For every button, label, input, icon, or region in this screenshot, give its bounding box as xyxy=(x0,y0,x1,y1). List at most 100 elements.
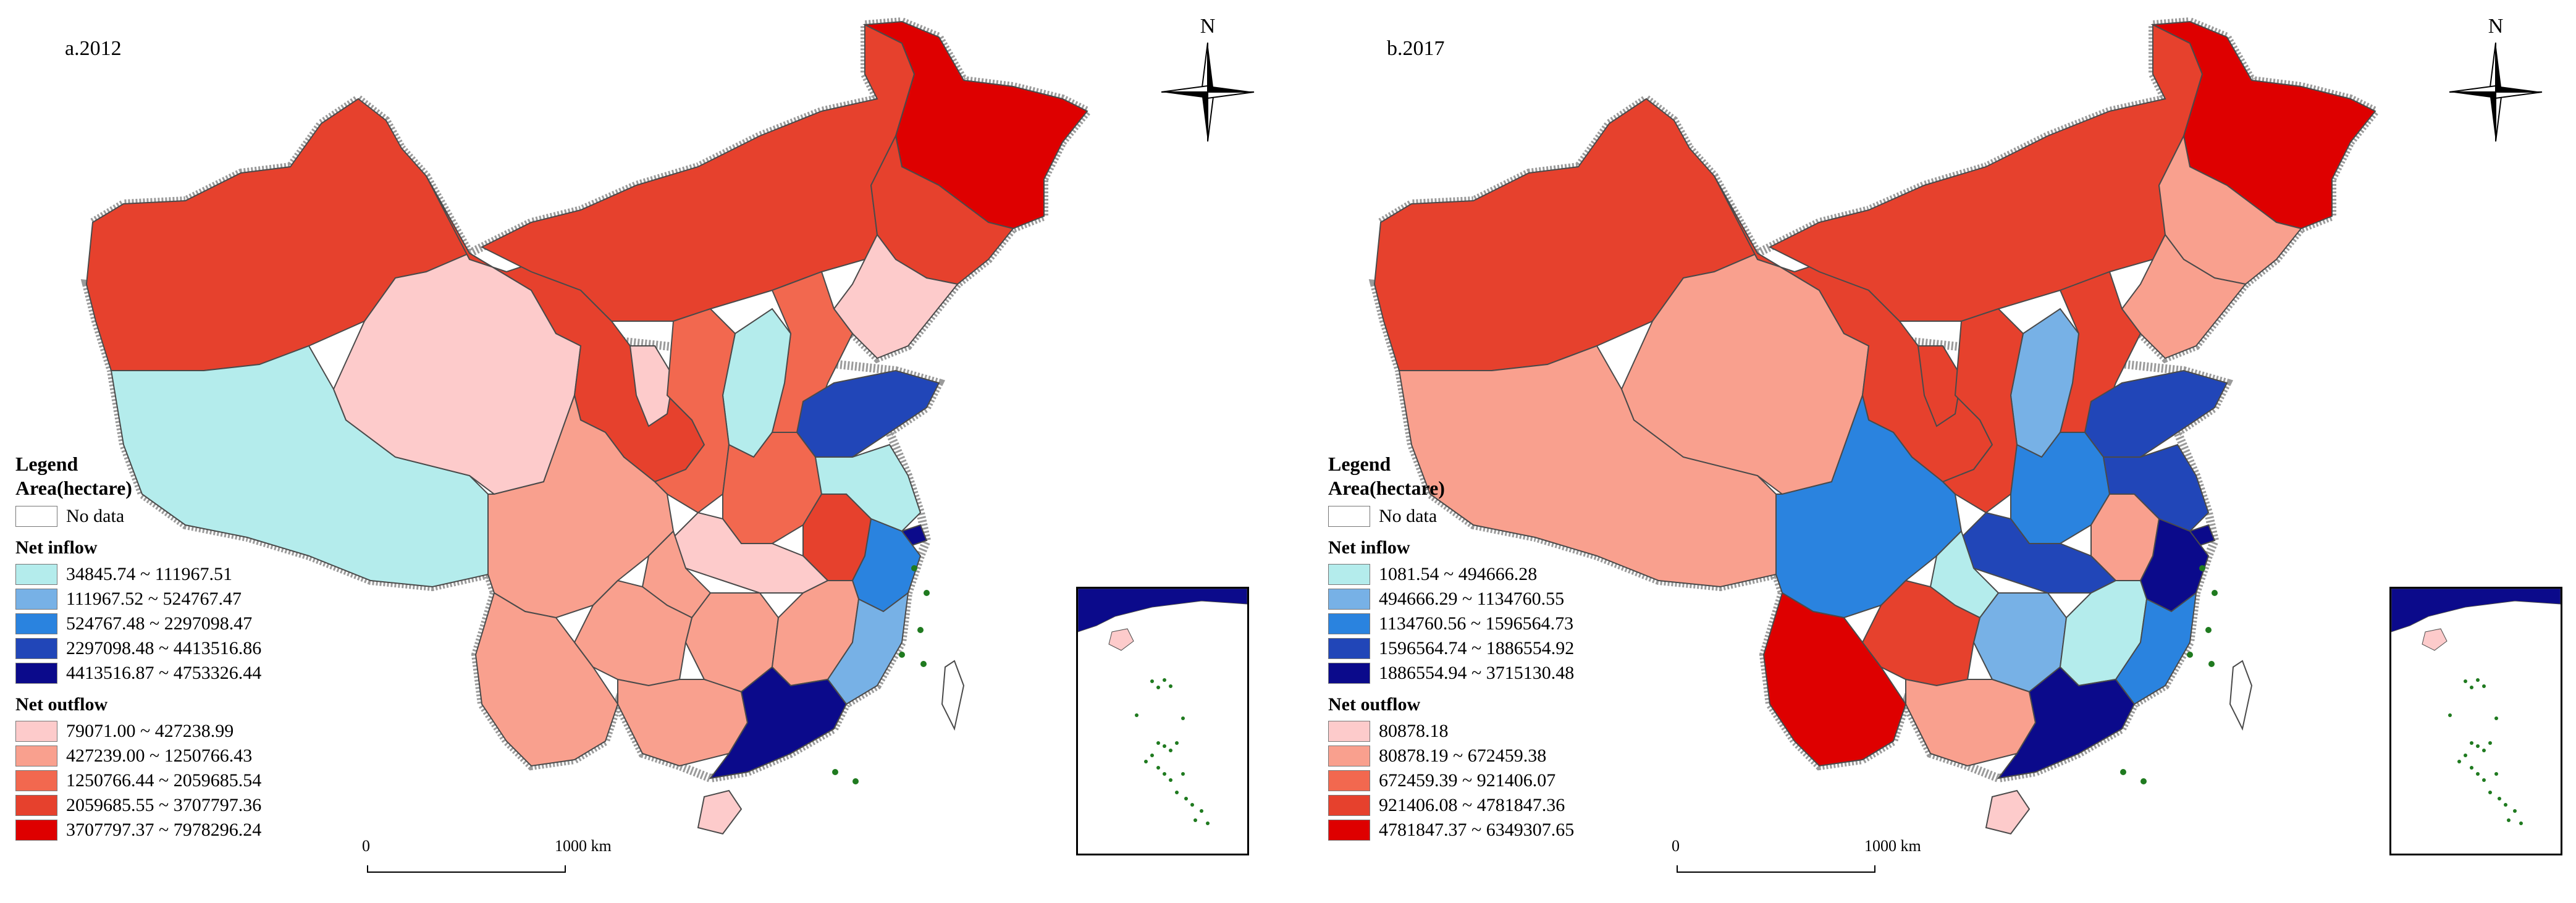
legend-swatch xyxy=(15,746,57,766)
panel-title: b.2017 xyxy=(1387,37,1445,60)
legend-swatch xyxy=(15,663,57,684)
inset-island-dot xyxy=(2464,679,2467,683)
north-arrow: N xyxy=(1158,15,1257,151)
legend-class-label: 4781847.37 ~ 6349307.65 xyxy=(1379,820,1575,840)
legend-row: 427239.00 ~ 1250766.43 xyxy=(15,744,261,768)
scale-end-label: 1000 km xyxy=(1864,837,1921,855)
inset-island-dot xyxy=(2470,741,2473,745)
legend-group-inflow: Net inflow xyxy=(1328,537,1410,558)
province-shaanxi xyxy=(654,308,736,514)
legend-swatch xyxy=(15,795,57,816)
inset-island-dot xyxy=(2470,766,2473,770)
north-label: N xyxy=(2488,15,2504,38)
legend-swatch-no-data xyxy=(15,506,57,527)
island-dot xyxy=(924,590,930,596)
legend-subheading: Area(hectare) xyxy=(1328,477,1445,499)
inset-island-dot xyxy=(2519,821,2523,825)
legend-row-no-data: No data xyxy=(15,504,261,529)
legend-heading: Legend xyxy=(15,453,78,475)
inset-island-dot xyxy=(2498,797,2501,800)
inset-mainland-coast xyxy=(1077,588,1248,632)
inset-island-dot xyxy=(1175,791,1179,794)
inset-island-dot xyxy=(1163,744,1166,748)
province-hainan xyxy=(697,789,743,835)
legend-swatch xyxy=(1328,663,1370,684)
inset-island-dot xyxy=(1156,741,1160,745)
inset-island-dot xyxy=(2488,741,2492,745)
province-guangxi xyxy=(1905,678,2037,767)
legend-row: 4781847.37 ~ 6349307.65 xyxy=(1328,818,1574,842)
legend-swatch xyxy=(1328,820,1370,841)
inset-island-dot xyxy=(2482,684,2486,688)
legend-row: 921406.08 ~ 4781847.36 xyxy=(1328,793,1574,818)
map-panel-2012: a.2012 N Legend Area(hectare) No data Ne… xyxy=(15,15,1257,874)
scale-start-label: 0 xyxy=(1672,837,1680,855)
legend-row: 1596564.74 ~ 1886554.92 xyxy=(1328,636,1574,661)
legend-row: 79071.00 ~ 427238.99 xyxy=(15,719,261,744)
inset-map xyxy=(1077,588,1248,825)
province-taiwan xyxy=(2229,660,2253,731)
legend-class-label: 1596564.74 ~ 1886554.92 xyxy=(1379,638,1575,658)
legend-swatch xyxy=(1328,795,1370,816)
legend-class-label: 524767.48 ~ 2297098.47 xyxy=(66,613,253,634)
legend-heading: Legend xyxy=(1328,453,1391,475)
inset-island-dot xyxy=(2476,744,2480,748)
map-panel-2017: b.2017 N Legend Area(hectare) No data Ne… xyxy=(1288,0,2576,903)
scale-bar: 0 1000 km xyxy=(1672,837,1921,874)
legend-swatch-no-data xyxy=(1328,506,1370,527)
province-inner-mongolia xyxy=(480,23,915,322)
legend-swatch xyxy=(1328,564,1370,585)
legend-class-label: 921406.08 ~ 4781847.36 xyxy=(1379,795,1565,815)
province-hainan xyxy=(1985,789,2031,835)
legend-class-label: 1081.54 ~ 494666.28 xyxy=(1379,564,1538,584)
inset-mainland-coast xyxy=(2391,588,2561,632)
scale-bar: 0 1000 km xyxy=(362,837,612,874)
inset-island-dot xyxy=(1156,766,1160,770)
inset-island-dot xyxy=(2488,791,2492,794)
legend-row: 1134760.56 ~ 1596564.73 xyxy=(1328,611,1574,636)
legend-swatch xyxy=(1328,613,1370,634)
inset-island-dot xyxy=(1150,754,1154,757)
legend-class-label: 2297098.48 ~ 4413516.86 xyxy=(66,638,262,658)
province-guizhou xyxy=(573,579,693,687)
inset-island-dot xyxy=(1144,760,1148,763)
legend-row: 111967.52 ~ 524767.47 xyxy=(15,587,261,611)
legend-swatch xyxy=(1328,589,1370,610)
island-dot xyxy=(2205,627,2212,633)
inset-island-dot xyxy=(1156,686,1160,689)
scale-start-label: 0 xyxy=(362,837,370,855)
inset-island-dot xyxy=(1184,797,1188,800)
province-liaoning xyxy=(2121,233,2247,359)
inset-island-dot xyxy=(2464,754,2467,757)
inset-hainan xyxy=(1108,628,1134,651)
province-yunnan xyxy=(474,592,619,767)
province-guangdong xyxy=(1997,666,2136,779)
legend-swatch xyxy=(15,721,57,742)
inset-island-dot xyxy=(1193,818,1197,822)
inset-island-dot xyxy=(1190,803,1194,807)
province-shaanxi xyxy=(1942,308,2024,514)
north-arrow: N xyxy=(2446,15,2545,151)
inset-island-dot xyxy=(1150,679,1154,683)
scale-end-label: 1000 km xyxy=(555,837,612,855)
compass-rose-icon xyxy=(1161,42,1255,142)
inset-island-dot xyxy=(1175,741,1179,745)
scale-bar-line xyxy=(367,865,566,873)
province-fujian xyxy=(827,591,909,705)
legend-row: 1081.54 ~ 494666.28 xyxy=(1328,562,1574,587)
inset-island-dot xyxy=(2448,713,2452,717)
inset-island-dot xyxy=(2457,760,2461,763)
province-yunnan xyxy=(1762,592,1907,767)
legend-swatch xyxy=(1328,721,1370,742)
inset-island-dot xyxy=(2507,818,2511,822)
legend-row: 524767.48 ~ 2297098.47 xyxy=(15,611,261,636)
inset-island-dot xyxy=(1200,809,1203,813)
legend-swatch xyxy=(1328,770,1370,791)
legend-subheading: Area(hectare) xyxy=(15,477,132,499)
legend-row: 80878.18 xyxy=(1328,719,1574,744)
province-inner-mongolia xyxy=(1768,23,2203,322)
legend-label-no-data: No data xyxy=(1379,506,1437,526)
inset-hainan xyxy=(2422,628,2448,651)
legend-row: 1886554.94 ~ 3715130.48 xyxy=(1328,661,1574,686)
island-dot xyxy=(2199,565,2205,571)
